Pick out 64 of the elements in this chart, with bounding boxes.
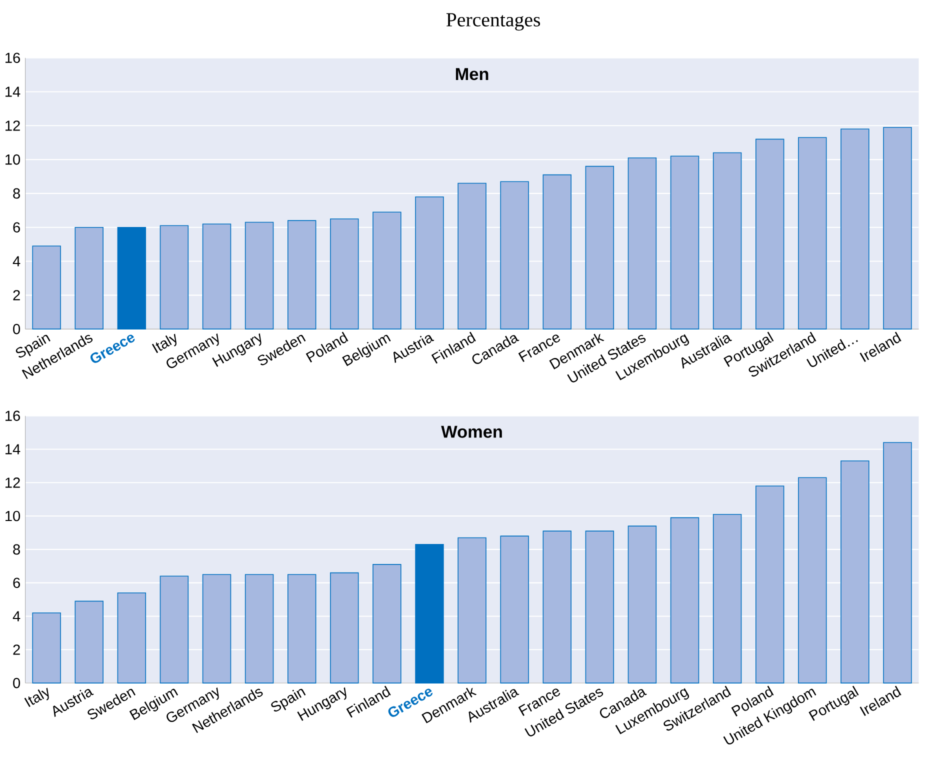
- bar: [117, 592, 146, 684]
- y-tick-label: 16: [6, 410, 20, 422]
- bar: [160, 225, 189, 330]
- bar: [244, 574, 274, 684]
- y-tick-label: 16: [6, 52, 20, 64]
- y-tick-label: 12: [6, 120, 20, 131]
- y-tick-label: 14: [6, 444, 20, 454]
- y-tick-label: 2: [13, 644, 20, 655]
- bar: [798, 137, 827, 330]
- y-tick-label: 10: [6, 510, 20, 522]
- bar: [202, 224, 232, 330]
- y-tick-label: 0: [13, 678, 20, 688]
- bar: [840, 460, 870, 684]
- bar: [712, 152, 742, 330]
- y-tick-label: 8: [13, 544, 20, 555]
- bar: [244, 222, 274, 330]
- bar: [415, 544, 444, 684]
- bar: [74, 600, 104, 684]
- chart-subtitle: Men: [456, 68, 488, 80]
- bar: [287, 574, 316, 684]
- bar: [458, 182, 486, 330]
- bar: [202, 574, 232, 684]
- y-tick-label: 6: [13, 222, 20, 233]
- chart-title: Percentages: [446, 13, 540, 31]
- y-tick-label: 10: [6, 154, 20, 165]
- y-tick-label: 4: [12, 256, 20, 266]
- bar: [117, 227, 146, 330]
- bar: [542, 174, 572, 330]
- bar: [585, 530, 614, 684]
- bar: [755, 486, 784, 684]
- bar: [32, 612, 61, 684]
- bar: [840, 128, 870, 330]
- bar: [32, 246, 61, 330]
- y-tick-label: 0: [13, 324, 20, 334]
- bar: [372, 212, 402, 330]
- y-tick-label: 8: [13, 188, 20, 199]
- bar: [160, 576, 189, 684]
- y-tick-label: 2: [13, 290, 20, 300]
- bar: [287, 220, 316, 330]
- bar: [500, 181, 529, 330]
- chart-subtitle: Women: [441, 426, 502, 438]
- bar: [500, 536, 529, 684]
- bar: [74, 227, 104, 330]
- y-tick-label: 6: [13, 578, 20, 588]
- bar: [458, 537, 486, 684]
- bar: [883, 127, 912, 330]
- bar: [372, 564, 402, 684]
- bar: [585, 166, 614, 330]
- bar: [415, 196, 444, 330]
- bar: [628, 158, 657, 330]
- bar: [330, 218, 359, 330]
- bar: [330, 572, 359, 684]
- y-tick-label: 14: [6, 86, 20, 97]
- y-tick-label: 12: [6, 478, 20, 488]
- bar: [542, 530, 572, 684]
- x-tick-label: Italy: [24, 688, 49, 708]
- bar: [670, 156, 700, 330]
- bar: [670, 517, 700, 684]
- bar: [798, 477, 827, 684]
- bar: [755, 138, 784, 330]
- y-tick-label: 4: [12, 611, 20, 622]
- bar: [883, 442, 912, 684]
- bar: [712, 514, 742, 684]
- bar: [628, 526, 657, 684]
